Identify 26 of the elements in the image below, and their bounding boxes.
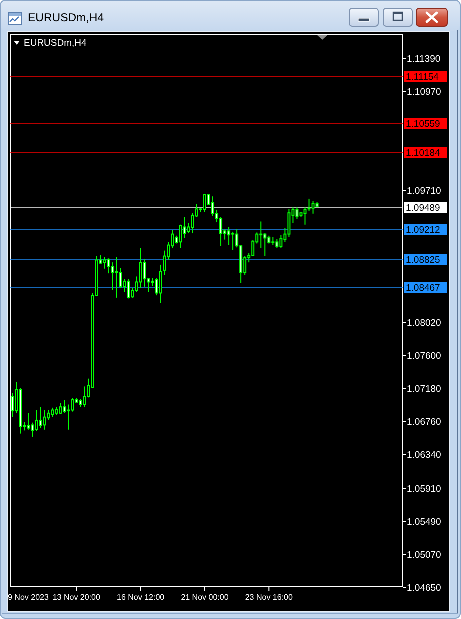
y-tick-label: 1.09710 xyxy=(407,186,442,197)
ref-line-label: 1.09212 xyxy=(406,224,440,236)
chart-subtitle: EURUSDm,H4 xyxy=(24,38,87,49)
ref-line-label: 1.10559 xyxy=(406,118,440,130)
ref-line-label: 1.08825 xyxy=(406,254,440,266)
y-tick-label: 1.05910 xyxy=(407,484,442,495)
ref-line-label: 1.10184 xyxy=(406,148,440,159)
ref-line-label: 1.11154 xyxy=(406,72,439,83)
x-tick-label: 23 Nov 16:00 xyxy=(245,593,294,602)
ref-line-label: 1.08467 xyxy=(406,282,440,294)
y-tick-label: 1.05490 xyxy=(407,516,442,528)
x-tick-label: 13 Nov 20:00 xyxy=(52,593,102,602)
y-tick-label: 1.11390 xyxy=(407,54,441,65)
ref-line-label: 1.09489 xyxy=(406,202,440,214)
y-tick-label: 1.06760 xyxy=(407,416,442,428)
y-tick-label: 1.06340 xyxy=(407,450,442,461)
text: 9 Nov 2023 xyxy=(8,593,50,602)
x-tick-label: 16 Nov 12:00 xyxy=(117,593,166,602)
y-tick-label: 1.08020 xyxy=(407,318,442,329)
y-tick-label: 1.05070 xyxy=(407,550,442,561)
y-tick-label: 1.07180 xyxy=(407,384,442,395)
y-tick-label: 1.04650 xyxy=(407,582,442,594)
chart-title: EURUSDm,H4 xyxy=(28,12,105,24)
y-tick-label: 1.07600 xyxy=(407,350,442,362)
x-tick-label: 21 Nov 00:00 xyxy=(181,593,230,602)
y-tick-label: 1.10970 xyxy=(407,86,442,98)
